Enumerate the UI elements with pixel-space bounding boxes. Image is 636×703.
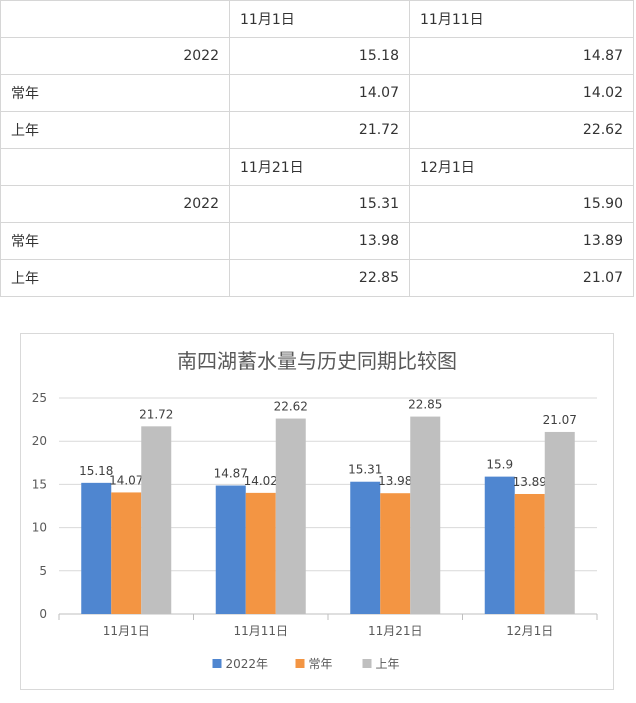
bar	[215, 485, 246, 614]
data-label: 22.62	[274, 400, 308, 414]
y-tick-label: 5	[39, 564, 47, 578]
table-cell: 22.62	[409, 111, 634, 149]
table-header-cell: 12月1日	[409, 148, 634, 186]
table-cell: 13.89	[409, 222, 634, 260]
table-cell: 21.07	[409, 259, 634, 297]
bar	[544, 431, 575, 614]
bar	[410, 416, 441, 614]
legend-swatch	[212, 659, 222, 668]
table-row: 2022 15.18 14.87	[0, 37, 634, 75]
data-label: 13.89	[513, 475, 547, 489]
table-row: 上年 22.85 21.07	[0, 259, 634, 297]
row-label: 上年	[0, 111, 230, 149]
data-label: 21.72	[139, 407, 173, 421]
bar	[380, 493, 411, 614]
legend-label: 常年	[309, 657, 333, 671]
table-cell: 22.85	[229, 259, 410, 297]
bar	[81, 482, 112, 614]
y-tick-label: 0	[39, 607, 47, 621]
table-header-cell: 11月11日	[409, 0, 634, 38]
table-cell: 21.72	[229, 111, 410, 149]
data-label: 15.31	[348, 463, 382, 477]
x-tick-label: 11月11日	[233, 624, 288, 638]
data-table: 11月1日 11月11日 2022 15.18 14.87 常年 14.07 1…	[0, 0, 634, 297]
bar	[514, 493, 545, 614]
chart-title: 南四湖蓄水量与历史同期比较图	[177, 349, 457, 373]
table-header-cell: 11月1日	[229, 0, 410, 38]
row-label: 上年	[0, 259, 230, 297]
chart-container: 南四湖蓄水量与历史同期比较图 0 5 10 15 20 25 15.18 14.07 21.72…	[20, 333, 614, 690]
bar	[484, 476, 515, 614]
data-label: 14.07	[109, 473, 143, 487]
row-label: 2022	[0, 185, 230, 223]
table-row: 常年 13.98 13.89	[0, 222, 634, 260]
y-tick-label: 25	[32, 391, 47, 405]
bar	[350, 481, 381, 614]
bar	[141, 426, 172, 614]
row-label: 2022	[0, 37, 230, 75]
y-tick-label: 20	[32, 434, 47, 448]
table-cell: 14.07	[229, 74, 410, 112]
data-label: 15.9	[486, 458, 513, 472]
y-tick-label: 15	[32, 477, 47, 491]
x-tick-label: 12月1日	[506, 624, 553, 638]
data-label: 14.02	[244, 474, 278, 488]
table-row: 上年 21.72 22.62	[0, 111, 634, 149]
data-label: 22.85	[408, 398, 442, 412]
table-cell: 15.18	[229, 37, 410, 75]
data-label: 13.98	[378, 474, 412, 488]
table-cell: 15.31	[229, 185, 410, 223]
table-cell: 13.98	[229, 222, 410, 260]
table-cell: 14.02	[409, 74, 634, 112]
x-tick-label: 11月1日	[103, 624, 150, 638]
table-row: 常年 14.07 14.02	[0, 74, 634, 112]
bar	[275, 418, 306, 614]
table-header-cell: 11月21日	[229, 148, 410, 186]
x-tick-label: 11月21日	[368, 624, 423, 638]
table-cell: 15.90	[409, 185, 634, 223]
legend-swatch	[295, 659, 305, 668]
legend-swatch	[362, 659, 372, 668]
row-label: 常年	[0, 74, 230, 112]
data-label: 21.07	[543, 413, 577, 427]
table-header-row: 11月21日 12月1日	[0, 148, 634, 186]
bar	[111, 492, 142, 614]
y-tick-label: 10	[32, 521, 47, 535]
table-corner-cell	[0, 0, 230, 38]
table-row: 2022 15.31 15.90	[0, 185, 634, 223]
data-label: 14.87	[214, 467, 248, 481]
table-cell: 14.87	[409, 37, 634, 75]
row-label: 常年	[0, 222, 230, 260]
table-header-row: 11月1日 11月11日	[0, 0, 634, 38]
data-label: 15.18	[79, 464, 113, 478]
legend-label: 上年	[376, 657, 400, 671]
legend-label: 2022年	[226, 657, 269, 671]
table-corner-cell	[0, 148, 230, 186]
bar	[245, 492, 276, 614]
